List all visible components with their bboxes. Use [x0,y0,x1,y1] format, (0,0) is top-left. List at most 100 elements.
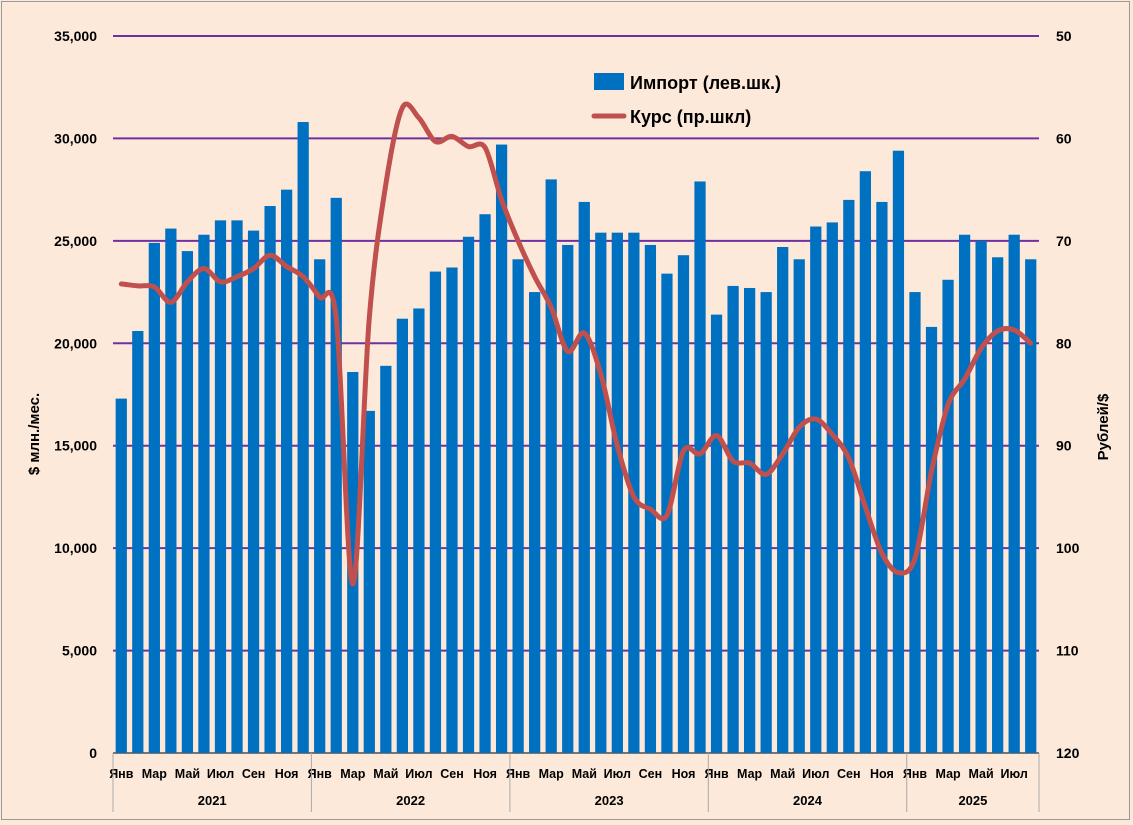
import-bar [198,234,210,753]
month-tick-label: Янв [704,767,729,781]
left-tick-label: 5,000 [62,643,97,659]
import-bar [644,244,657,753]
import-bar [562,244,574,753]
legend-label-rate: Курс (пр.шкл) [630,107,751,127]
import-bar [512,259,524,753]
import-bar [132,330,144,753]
year-label: 2024 [793,793,823,808]
month-tick-label: Ноя [275,767,299,781]
month-tick-label: Янв [506,767,531,781]
right-tick-label: 120 [1056,745,1080,761]
right-tick-label: 60 [1056,130,1072,146]
import-bar [793,259,805,753]
right-tick-label: 100 [1056,540,1080,556]
import-bar [826,222,838,754]
month-tick-label: Сен [440,767,464,781]
x-axis: Янв Мар Май Июл Сен Ноя Янв Мар Май Июл Сен Ноя Янв М… [109,753,1040,812]
import-bar [479,214,491,754]
legend-bar-swatch [594,73,624,90]
left-tick-label: 30,000 [54,130,97,146]
import-bar [1008,234,1020,753]
import-bar [942,279,954,753]
import-bar [529,292,541,753]
bar-series-import [115,122,1037,754]
left-tick-label: 20,000 [54,335,97,351]
import-bar [909,292,921,753]
import-bar [281,189,293,753]
right-tick-label: 50 [1056,28,1072,44]
import-bar [330,197,342,754]
import-bar [710,314,723,753]
month-tick-label: Ноя [672,767,696,781]
year-label: 2023 [595,793,624,808]
left-tick-label: 15,000 [54,438,97,454]
month-tick-label: Июл [207,767,234,781]
year-label: 2021 [198,793,227,808]
import-bar [429,271,442,753]
left-tick-label: 0 [89,745,97,761]
import-bar [1025,259,1037,753]
import-bar [694,181,706,753]
month-tick-label: Май [770,767,795,781]
month-tick-label: Июл [604,767,631,781]
legend-label-import: Импорт (лев.шк.) [630,73,781,93]
month-tick-label: Мар [142,767,168,781]
right-tick-label: 110 [1056,643,1079,659]
right-axis-title: Рублей/$ [1095,393,1112,460]
month-tick-label: Июл [802,767,829,781]
import-bar [727,285,739,753]
left-tick-label: 25,000 [54,233,97,249]
month-tick-label: Май [175,767,200,781]
left-tick-label: 10,000 [54,540,97,556]
month-tick-label: Май [968,767,993,781]
import-bar [181,251,194,753]
import-bar [148,242,160,753]
month-tick-label: Сен [242,767,266,781]
import-bar [413,308,425,753]
import-bar [925,326,938,753]
month-tick-label: Сен [639,767,663,781]
import-bar [744,287,756,753]
year-label: 2022 [396,793,425,808]
import-bar [876,201,888,753]
right-tick-label: 80 [1056,335,1072,351]
month-tick-label: Июл [405,767,432,781]
import-bar [165,228,177,753]
legend: Импорт (лев.шк.) Курс (пр.шкл) [591,73,781,127]
line-series-rate [118,101,1034,587]
import-bar [297,122,309,754]
import-bar [892,150,905,754]
import-bar [859,171,871,753]
import-bar [396,318,408,753]
import-bar [314,259,326,753]
left-axis-ticks: 0 5,000 10,000 15,000 20,000 25,000 30,000 35,0… [54,28,97,761]
rate-line [118,101,1034,587]
month-tick-label: Май [572,767,597,781]
left-axis-title: $ млн./мес. [26,393,43,475]
month-tick-label: Июл [1001,767,1028,781]
import-bar [363,410,375,753]
import-bar [380,365,392,753]
year-label: 2025 [958,793,987,808]
import-bar [595,232,607,753]
import-bar [760,292,772,753]
month-tick-label: Сен [837,767,861,781]
import-bar [843,199,855,753]
month-tick-label: Мар [539,767,565,781]
import-bar [214,220,227,753]
import-bar [462,236,475,753]
import-bar [677,255,690,753]
import-bar [810,226,822,753]
month-tick-label: Янв [109,767,134,781]
left-tick-label: 35,000 [54,28,97,44]
import-bar [115,398,127,753]
right-axis-ticks: 50 60 70 80 90 100 110 120 [1056,28,1080,761]
month-tick-label: Мар [936,767,962,781]
month-tick-label: Ноя [473,767,497,781]
import-bar [578,201,590,753]
month-tick-label: Мар [737,767,763,781]
import-bar [495,144,508,753]
import-bar [611,232,623,753]
